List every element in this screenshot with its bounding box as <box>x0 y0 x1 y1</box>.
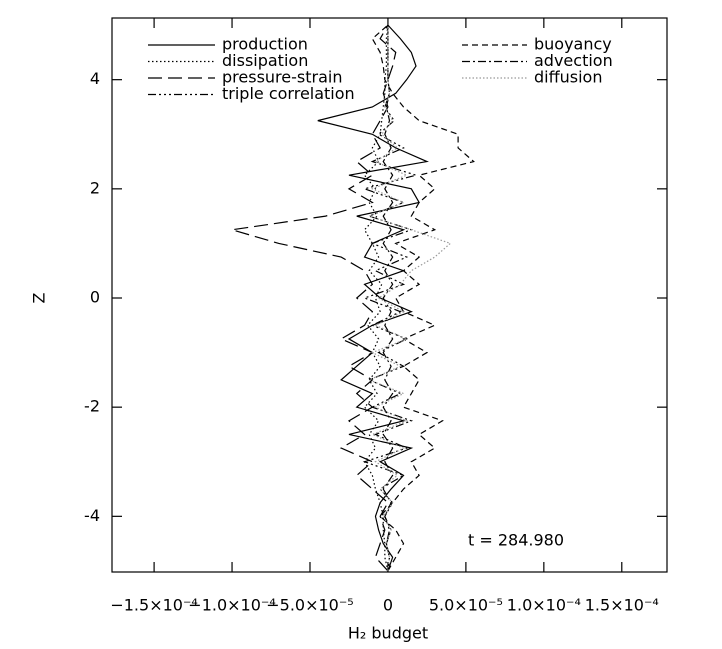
y-tick-label: 0 <box>90 288 100 307</box>
legend-label: advection <box>534 51 613 70</box>
y-tick-label: -2 <box>84 397 100 416</box>
x-tick-label: −5.0×10⁻⁵ <box>266 596 353 615</box>
legend-label: triple correlation <box>222 84 355 103</box>
annotation: t = 284.980 <box>468 531 564 550</box>
x-tick-label: −1.0×10⁻⁴ <box>188 596 275 615</box>
series-line <box>363 25 389 572</box>
x-tick-label: 1.5×10⁻⁴ <box>585 596 659 615</box>
y-tick-label: 4 <box>90 69 100 88</box>
x-tick-label: −1.5×10⁻⁴ <box>110 596 197 615</box>
series-line <box>231 24 397 572</box>
legend-label: pressure-strain <box>222 68 342 87</box>
y-axis-label: Z <box>30 292 49 303</box>
legend-label: diffusion <box>534 68 602 87</box>
series-line <box>362 25 419 571</box>
legend-label: dissipation <box>222 51 308 70</box>
x-tick-label: 0 <box>383 596 393 615</box>
x-tick-label: 1.0×10⁻⁴ <box>507 596 581 615</box>
x-axis-label: H₂ budget <box>348 624 428 643</box>
series-line <box>367 25 452 571</box>
plot-frame <box>111 17 668 573</box>
series-line <box>317 24 429 572</box>
series-line <box>382 25 394 571</box>
legend-label: production <box>222 35 308 54</box>
y-tick-label: 2 <box>90 178 100 197</box>
legend-label: buoyancy <box>534 35 612 54</box>
x-tick-label: 5.0×10⁻⁵ <box>429 596 503 615</box>
y-tick-label: -4 <box>84 506 100 525</box>
